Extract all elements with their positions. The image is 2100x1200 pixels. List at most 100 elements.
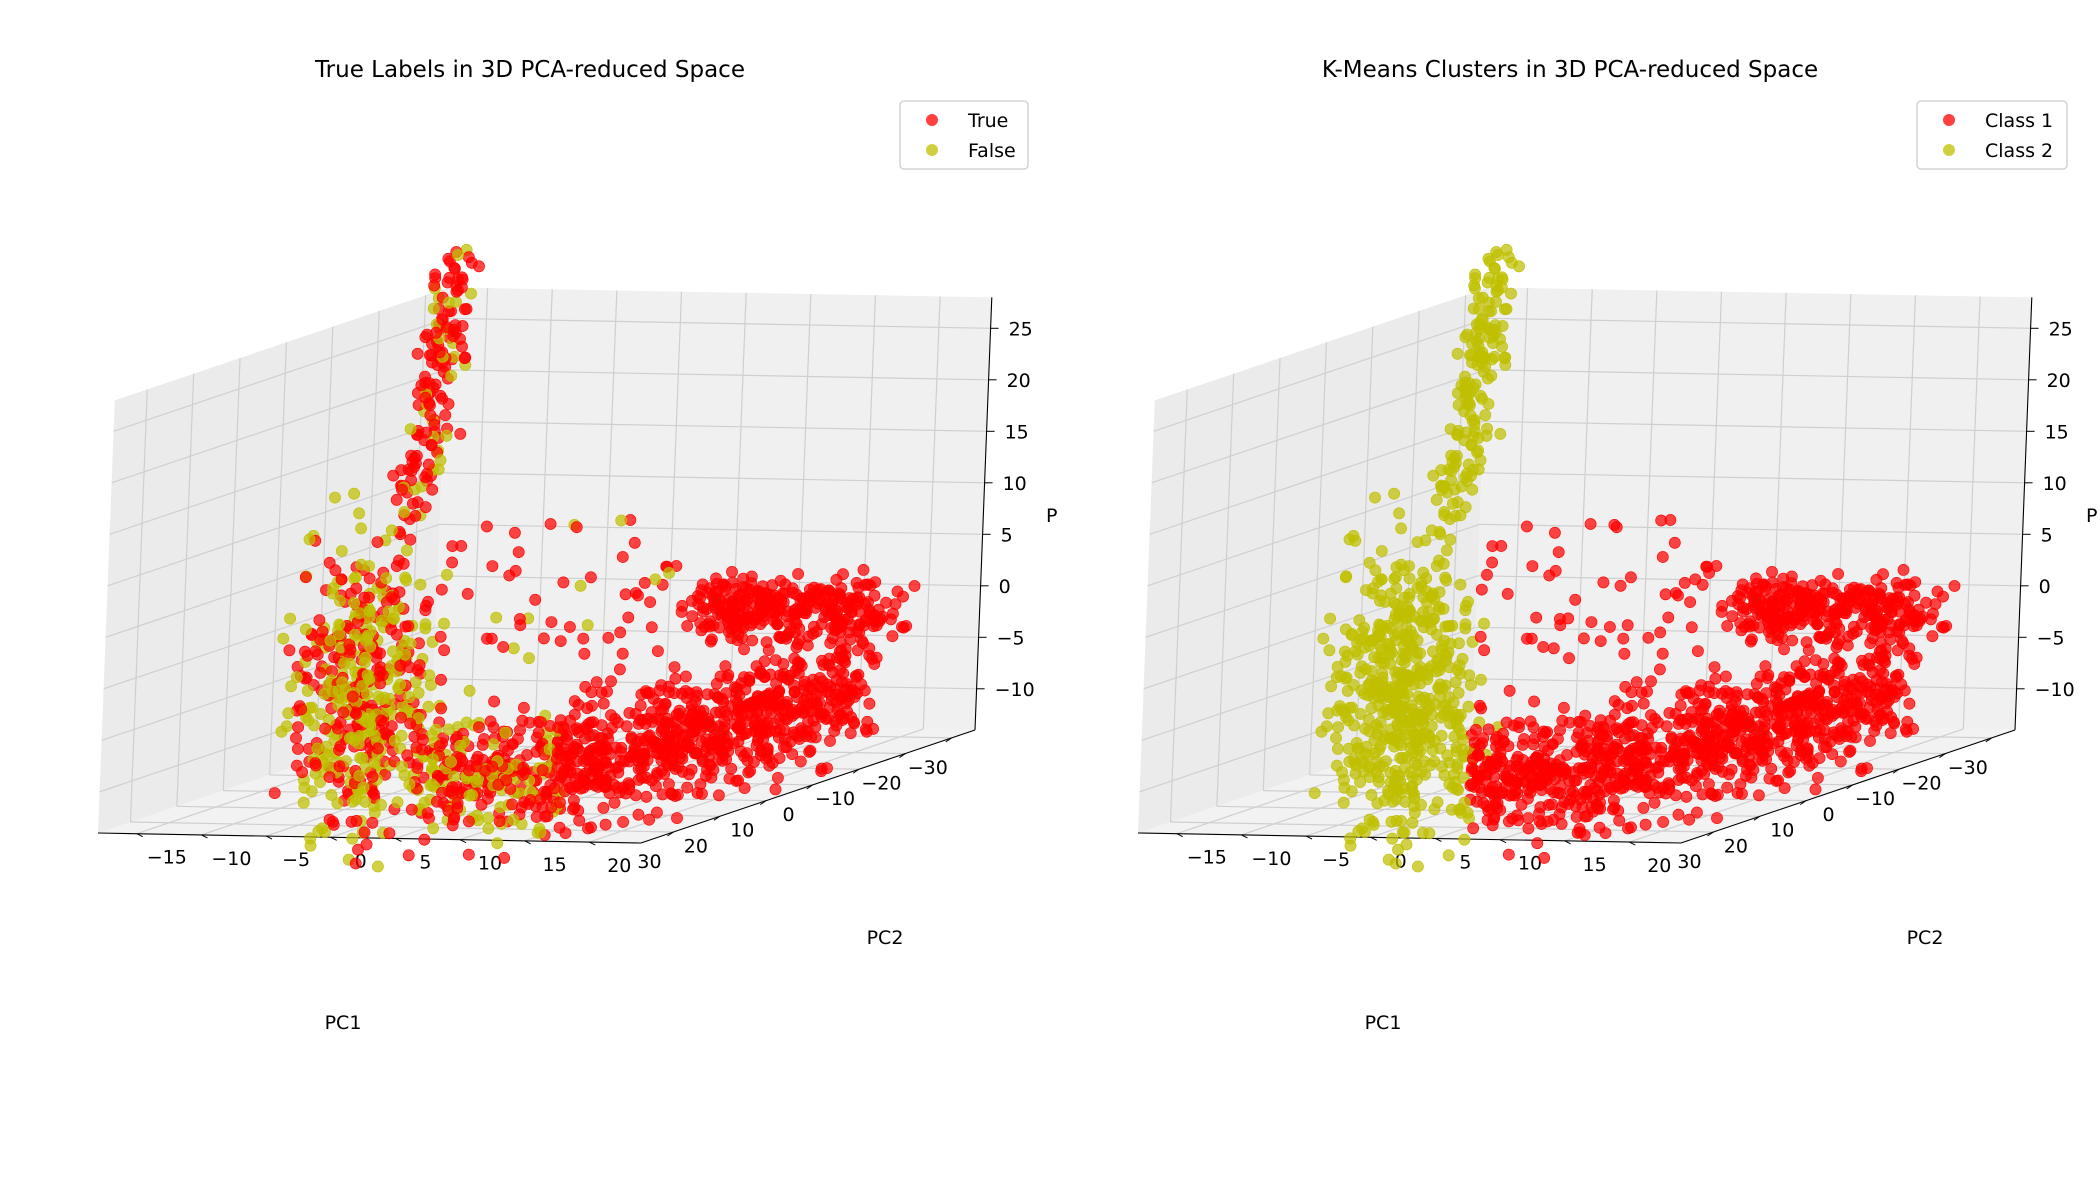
- data-point: [499, 726, 512, 739]
- data-point: [404, 637, 417, 650]
- data-point: [1377, 706, 1390, 719]
- data-point: [1672, 763, 1685, 775]
- data-point: [1759, 608, 1772, 620]
- x-tick-label: 20: [684, 835, 708, 857]
- data-point: [1832, 568, 1844, 580]
- z-tick-label: −10: [995, 679, 1035, 701]
- data-point: [1792, 589, 1805, 601]
- data-point: [1485, 756, 1497, 768]
- y-tick-label: 20: [1647, 855, 1671, 877]
- data-point: [1604, 621, 1616, 633]
- data-point: [375, 714, 388, 727]
- data-point: [1617, 632, 1630, 645]
- data-point: [1519, 765, 1531, 777]
- data-point: [1821, 672, 1833, 685]
- data-point: [795, 722, 807, 735]
- data-point: [663, 686, 675, 699]
- data-point: [809, 721, 822, 733]
- data-point: [1748, 732, 1761, 745]
- data-point: [448, 262, 461, 274]
- z-tick-label: 5: [1001, 524, 1013, 546]
- grid-line: [176, 373, 195, 807]
- data-point: [1770, 686, 1783, 699]
- data-point: [1369, 491, 1381, 504]
- chart-title: K-Means Clusters in 3D PCA-reduced Space: [1322, 57, 1818, 83]
- data-point: [488, 695, 500, 708]
- data-point: [1860, 713, 1872, 725]
- data-point: [779, 630, 792, 643]
- data-point: [1332, 721, 1344, 733]
- data-point: [1341, 685, 1354, 697]
- x-tick-mark: [852, 768, 860, 774]
- data-point: [781, 672, 793, 685]
- data-point: [1574, 793, 1587, 806]
- grid-line: [447, 317, 991, 329]
- data-point: [425, 778, 438, 790]
- data-point: [509, 526, 521, 539]
- data-point: [1383, 638, 1396, 651]
- data-point: [1893, 618, 1906, 630]
- data-point: [442, 296, 455, 309]
- data-point: [383, 693, 396, 705]
- data-point: [763, 593, 775, 606]
- data-point: [807, 673, 819, 686]
- data-point: [1718, 721, 1731, 733]
- data-point: [512, 733, 524, 745]
- data-point: [455, 540, 468, 552]
- data-point: [296, 766, 308, 779]
- data-point: [419, 622, 432, 635]
- data-point: [1414, 647, 1426, 660]
- data-point: [390, 493, 403, 506]
- data-point: [698, 720, 711, 733]
- y-tick-label: 15: [1583, 854, 1607, 876]
- data-point: [1413, 670, 1425, 682]
- data-point: [442, 398, 455, 410]
- data-point: [671, 789, 684, 801]
- data-point: [863, 697, 876, 710]
- data-point: [1530, 611, 1543, 624]
- data-point: [1436, 483, 1448, 496]
- data-point: [1732, 598, 1745, 611]
- data-point: [1625, 571, 1637, 584]
- data-point: [755, 667, 767, 680]
- data-point: [725, 632, 738, 644]
- data-point: [1746, 633, 1758, 646]
- data-point: [1847, 627, 1859, 640]
- data-point: [411, 664, 424, 676]
- data-point: [1390, 707, 1402, 720]
- data-point: [1884, 633, 1897, 646]
- data-point: [761, 697, 774, 710]
- data-point: [326, 685, 339, 698]
- data-point: [356, 752, 369, 764]
- data-point: [349, 571, 362, 583]
- data-point: [359, 651, 372, 664]
- data-point: [422, 595, 434, 608]
- data-point: [602, 631, 615, 644]
- z-tick-label: 20: [1007, 370, 1031, 392]
- data-point: [1365, 789, 1378, 801]
- data-point: [773, 724, 786, 736]
- data-point: [1392, 737, 1405, 750]
- data-point: [692, 598, 705, 611]
- data-point: [1479, 409, 1492, 422]
- data-point: [1425, 623, 1438, 636]
- data-point: [1654, 626, 1667, 639]
- data-point: [539, 810, 551, 823]
- data-point: [1657, 816, 1669, 828]
- y-tick-mark: [201, 834, 208, 839]
- data-point: [295, 703, 308, 716]
- data-point: [473, 721, 485, 734]
- data-point: [435, 583, 448, 596]
- data-point: [1363, 556, 1376, 569]
- data-point: [1366, 685, 1379, 698]
- data-point: [1393, 769, 1406, 782]
- data-point: [559, 785, 571, 798]
- data-point: [1376, 676, 1389, 689]
- data-point: [1655, 742, 1668, 754]
- data-point: [1870, 688, 1883, 701]
- plot-kmeans-clusters: K-Means Clusters in 3D PCA-reduced Space…: [1137, 57, 2097, 1034]
- data-point: [487, 721, 500, 734]
- data-point: [1450, 457, 1462, 470]
- data-point: [1483, 296, 1495, 309]
- data-point: [1442, 620, 1454, 633]
